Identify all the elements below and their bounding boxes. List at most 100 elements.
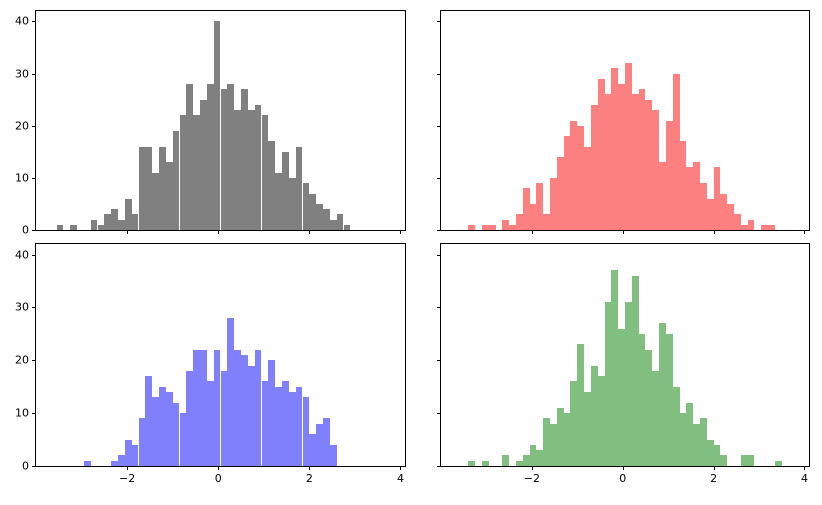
y-tick-mark [437, 254, 441, 256]
histogram-bar [727, 203, 735, 230]
histogram-bar [159, 146, 166, 230]
histogram-bar [747, 219, 755, 230]
y-tick-mark [437, 125, 441, 127]
histogram-bar [672, 386, 680, 466]
histogram-bar [550, 423, 557, 466]
y-tick-mark [32, 125, 36, 127]
histogram-bar [720, 455, 728, 466]
y-tick-mark [437, 413, 441, 415]
histogram-bar [70, 224, 77, 230]
x-tick-mark [400, 466, 402, 470]
histogram-bar [768, 224, 775, 230]
histogram-bar [83, 460, 91, 466]
histogram-bar [638, 333, 646, 466]
histogram-bar [611, 68, 619, 230]
histogram-bar [152, 397, 159, 466]
x-tick-label: 2 [710, 472, 718, 485]
histogram-bar [686, 167, 694, 230]
y-tick-label: 30 [15, 300, 29, 314]
histogram-bar [124, 198, 132, 230]
histogram-bar [193, 349, 200, 466]
histogram-bar [288, 392, 296, 466]
histogram-bar [275, 386, 282, 466]
histogram-bar [522, 455, 530, 466]
histogram-bar [699, 183, 707, 230]
x-tick-label: 4 [396, 472, 404, 485]
histogram-bar [645, 99, 653, 230]
histogram-bar [659, 323, 666, 466]
x-tick-mark [713, 230, 715, 234]
y-tick-mark [32, 254, 36, 256]
histogram-bar [645, 349, 653, 466]
histogram-bar [282, 151, 289, 230]
histogram-bar [774, 460, 782, 466]
histogram-bar [261, 115, 269, 230]
y-tick-mark [32, 73, 36, 75]
histogram-bar [556, 157, 564, 230]
histogram-bar [288, 177, 296, 230]
y-tick-label: 10 [15, 171, 29, 185]
y-tick-mark [32, 360, 36, 362]
histogram-bar [56, 224, 64, 230]
y-tick-mark [32, 413, 36, 415]
histogram-bar [200, 99, 207, 230]
histogram-bar [481, 224, 489, 230]
x-tick-mark [400, 230, 402, 234]
histogram-bar [295, 386, 303, 466]
y-tick-label: 10 [15, 406, 29, 420]
y-tick-label: 40 [15, 14, 29, 28]
histogram-bar [206, 381, 214, 466]
histogram-bar [652, 370, 660, 466]
histogram-bar [254, 349, 262, 466]
y-tick-mark [32, 230, 36, 231]
x-tick-mark [531, 230, 533, 234]
histogram-bar [343, 224, 351, 230]
x-tick-mark [804, 230, 806, 234]
x-tick-mark [804, 466, 806, 470]
histogram-bar [502, 219, 510, 230]
y-tick-label: 40 [15, 248, 29, 262]
histogram-bar [302, 183, 310, 230]
histogram-bar [625, 63, 632, 230]
histogram-bar [138, 146, 146, 230]
histogram-bar [316, 423, 323, 466]
histogram-bar [213, 349, 221, 466]
histogram-bar [740, 224, 748, 230]
histogram-bar [124, 439, 132, 466]
histogram-bar [577, 344, 585, 466]
y-tick-mark [32, 21, 36, 23]
y-tick-mark [437, 466, 441, 467]
histogram-bar [323, 209, 330, 230]
x-tick-mark [713, 466, 715, 470]
histogram-bar [597, 376, 605, 466]
histogram-bar [706, 439, 714, 466]
histogram-bar [247, 110, 255, 230]
histogram-bar [206, 84, 214, 230]
y-tick-label: 20 [15, 353, 29, 367]
histogram-bar [329, 219, 337, 230]
histogram-bar [611, 270, 619, 466]
histogram-bar [227, 318, 235, 466]
histogram-bar [665, 333, 673, 466]
histogram-bar [309, 434, 317, 466]
histogram-bar [713, 444, 721, 466]
histogram-bar [618, 84, 625, 230]
histogram-bar [220, 89, 228, 230]
y-tick-mark [437, 230, 441, 231]
plot-area [441, 244, 809, 466]
histogram-bar [90, 219, 98, 230]
x-tick-mark [218, 230, 220, 234]
histogram-bar [679, 413, 687, 466]
histogram-bar [97, 224, 105, 230]
histogram-bar [468, 460, 476, 466]
x-tick-mark [309, 230, 311, 234]
x-tick-mark [622, 466, 624, 470]
histogram-bar [118, 455, 125, 466]
histogram-bar [515, 460, 523, 466]
histogram-bar [131, 444, 139, 466]
histogram-bar [104, 214, 112, 230]
histogram-bar [522, 188, 530, 230]
histogram-bar [556, 407, 564, 466]
histogram-bar [693, 423, 700, 466]
y-tick-label: 0 [22, 223, 29, 237]
